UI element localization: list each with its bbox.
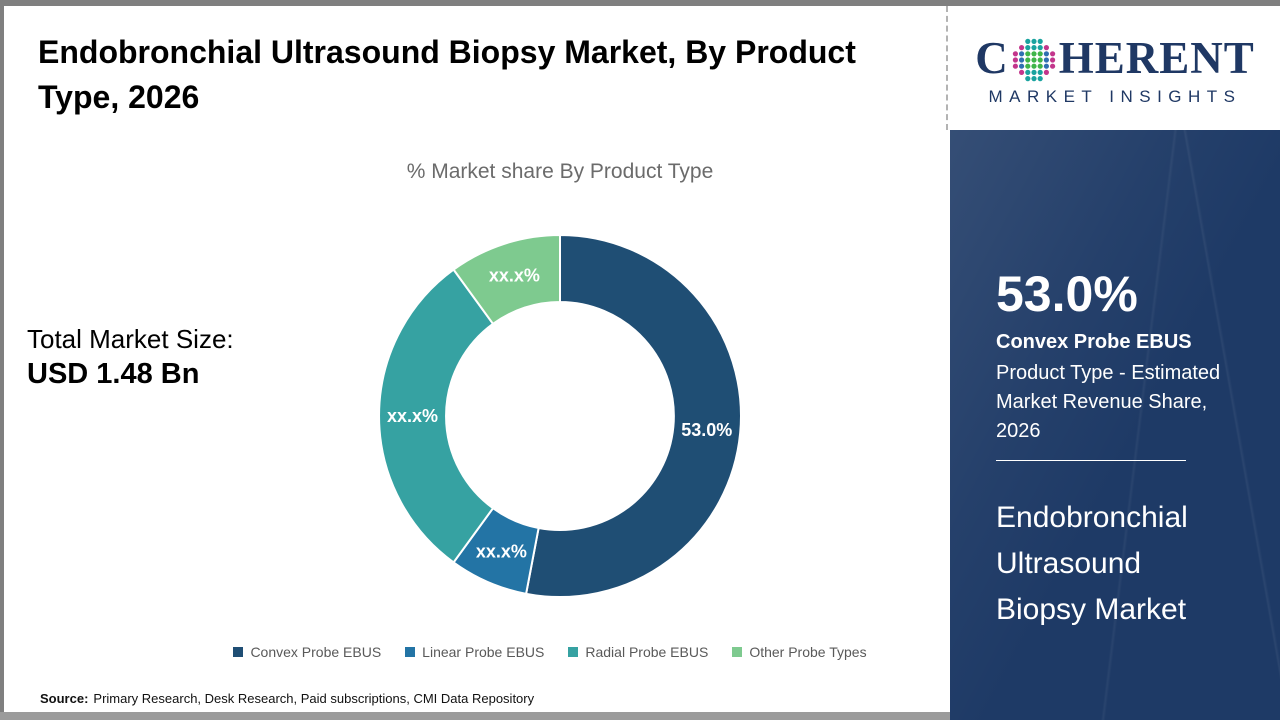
globe-dot [1024, 76, 1031, 82]
globe-dot [1024, 63, 1031, 69]
page-title: Endobronchial Ultrasound Biopsy Market, … [38, 34, 856, 115]
globe-dot [1024, 51, 1031, 57]
globe-dot [1031, 51, 1037, 57]
legend-swatch-radial-probe-ebus [568, 647, 579, 657]
globe-dot [1018, 69, 1024, 75]
globe-dot [1018, 51, 1024, 57]
globe-dot [1024, 38, 1031, 44]
globe-dot [1012, 63, 1018, 69]
globe-dot [1043, 63, 1049, 69]
globe-dot [1018, 57, 1024, 63]
sidebar-content: 53.0% Convex Probe EBUS Product Type - E… [950, 130, 1280, 633]
slice-label-convex-probe-ebus: 53.0% [681, 420, 732, 440]
legend-label: Radial Probe EBUS [585, 644, 709, 660]
globe-dot [1024, 57, 1031, 63]
globe-dot [1031, 57, 1037, 63]
globe-dot [1049, 57, 1055, 63]
globe-dot [1031, 45, 1037, 51]
globe-dot [1031, 38, 1037, 44]
logo-letter-c: C [975, 32, 1009, 83]
globe-dot [1018, 45, 1024, 51]
legend-label: Convex Probe EBUS [250, 644, 382, 660]
globe-dots-icon [1012, 38, 1055, 82]
globe-dot [1018, 63, 1024, 69]
donut-chart: 53.0% xx.x% xx.x% xx.x% [374, 230, 746, 602]
legend-item-convex-probe-ebus: Convex Probe EBUS [233, 644, 381, 660]
globe-dot [1049, 63, 1055, 69]
globe-dot [1012, 51, 1018, 57]
sidebar-panel-title: Endobronchial Ultrasound Biopsy Market [996, 501, 1188, 626]
globe-dot [1037, 38, 1043, 44]
source-label: Source: [40, 691, 89, 706]
globe-dot [1043, 69, 1049, 75]
frame-left-border [0, 0, 4, 714]
source-text: Primary Research, Desk Research, Paid su… [93, 691, 535, 706]
frame-top-border [0, 0, 1280, 6]
legend-item-radial-probe-ebus: Radial Probe EBUS [568, 644, 708, 660]
globe-dot [1037, 45, 1043, 51]
globe-dot [1049, 51, 1055, 57]
total-market-size-label: Total Market Size: [27, 324, 234, 354]
globe-dot [1031, 76, 1037, 82]
sidebar-divider-line [996, 460, 1186, 461]
globe-dot [1024, 69, 1031, 75]
donut-slice-other-probe-types [452, 233, 561, 326]
logo-wordmark: C HERENT [975, 32, 1255, 83]
source-line: Source: Primary Research, Desk Research, … [40, 691, 534, 706]
globe-dot [1037, 76, 1043, 82]
logo-dashed-divider [946, 6, 948, 130]
globe-dot [1043, 45, 1049, 51]
globe-dot [1031, 69, 1037, 75]
coherent-logo: C HERENT MARKET INSIGHTS [950, 6, 1280, 130]
donut-slice-radial-probe-ebus [378, 268, 495, 564]
legend-swatch-convex-probe-ebus [233, 647, 244, 657]
chart-legend: Convex Probe EBUS Linear Probe EBUS Radial… [150, 644, 950, 660]
right-sidebar: 53.0% Convex Probe EBUS Product Type - E… [950, 130, 1280, 720]
globe-dot [1037, 57, 1043, 63]
globe-dot [1031, 63, 1037, 69]
total-market-size-value: USD 1.48 Bn [27, 358, 200, 390]
donut-chart-svg: 53.0% xx.x% xx.x% xx.x% [378, 233, 742, 598]
globe-dot [1037, 51, 1043, 57]
sidebar-stat-title: Convex Probe EBUS [996, 331, 1192, 353]
donut-slice-convex-probe-ebus [524, 233, 742, 598]
frame-bottom-border [0, 712, 950, 720]
legend-label: Other Probe Types [749, 644, 867, 660]
chart-subtitle: % Market share By Product Type [406, 160, 714, 183]
globe-dot [1043, 51, 1049, 57]
globe-dot [1024, 45, 1031, 51]
slice-label-other-probe-types: xx.x% [489, 266, 540, 286]
legend-swatch-other-probe-types [732, 647, 743, 657]
logo-word-suffix: HERENT [1058, 32, 1255, 83]
legend-item-other-probe-types: Other Probe Types [732, 644, 867, 660]
globe-dot [1043, 57, 1049, 63]
slice-label-radial-probe-ebus: xx.x% [387, 406, 438, 426]
slice-label-linear-probe-ebus: xx.x% [476, 541, 527, 561]
legend-swatch-linear-probe-ebus [405, 647, 416, 657]
globe-dot [1012, 57, 1018, 63]
legend-item-linear-probe-ebus: Linear Probe EBUS [405, 644, 544, 660]
sidebar-stat-value: 53.0% [996, 266, 1138, 322]
globe-dot [1037, 63, 1043, 69]
globe-dot [1037, 69, 1043, 75]
legend-label: Linear Probe EBUS [422, 644, 545, 660]
logo-tagline: MARKET INSIGHTS [988, 86, 1242, 106]
sidebar-stat-description: Product Type - Estimated Market Revenue … [996, 362, 1221, 442]
